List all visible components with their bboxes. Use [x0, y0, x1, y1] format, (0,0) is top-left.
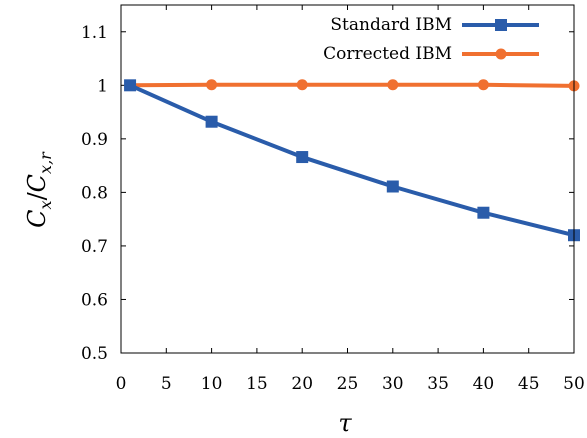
- data-point-standard-ibm: [296, 151, 309, 164]
- y-axis-label: Cx/Cx,r: [23, 151, 55, 228]
- x-tick-label: 20: [291, 374, 313, 394]
- data-point-corrected-ibm: [387, 79, 399, 91]
- x-tick-label: 50: [563, 374, 585, 394]
- y-tick-label: 1: [97, 76, 108, 96]
- data-point-corrected-ibm: [296, 79, 308, 91]
- plot-series: [124, 79, 580, 242]
- y-tick-label: 0.9: [81, 130, 108, 150]
- x-tick-label: 25: [337, 374, 359, 394]
- y-tick-label: 0.8: [81, 183, 108, 203]
- x-tick-label: 5: [161, 374, 172, 394]
- data-point-standard-ibm: [477, 206, 490, 219]
- tick-labels: 0 5 10 15 20 25 30 35 40 45 50 0.5 0.6 0.7 0.8 0.9 1 1.1: [81, 23, 585, 394]
- legend-entry-corrected-ibm: Corrected IBM: [323, 44, 539, 64]
- x-tick-label: 15: [246, 374, 268, 394]
- x-tick-label: 30: [382, 374, 404, 394]
- series-line-standard-ibm: [129, 83, 575, 238]
- x-tick-label: 40: [473, 374, 495, 394]
- y-label-den-sub: x,r: [36, 151, 55, 174]
- y-label-num-sub: x: [36, 200, 55, 209]
- legend-marker-corrected-ibm: [495, 48, 507, 60]
- x-tick-label: 35: [427, 374, 449, 394]
- plot-frame: [120, 4, 575, 354]
- series-line-corrected-ibm: [130, 82, 575, 88]
- legend-entry-standard-ibm: Standard IBM: [330, 15, 539, 35]
- data-point-corrected-ibm: [477, 79, 489, 91]
- y-tick-label: 0.5: [81, 344, 108, 364]
- legend-marker-standard-ibm: [495, 19, 507, 31]
- legend-label-corrected-ibm: Corrected IBM: [323, 44, 452, 64]
- y-label-num-base: C: [23, 209, 51, 227]
- x-tick-label: 10: [201, 374, 223, 394]
- legend: Standard IBM Corrected IBM: [323, 15, 539, 64]
- data-point-standard-ibm: [386, 180, 399, 193]
- y-tick-label: 1.1: [81, 23, 108, 43]
- data-point-standard-ibm: [124, 79, 137, 92]
- x-tick-label: 0: [116, 374, 127, 394]
- y-label-sep: /: [23, 191, 51, 200]
- data-point-standard-ibm: [205, 115, 218, 128]
- x-tick-label: 45: [518, 374, 540, 394]
- legend-label-standard-ibm: Standard IBM: [330, 15, 452, 35]
- x-axis-label: τ: [338, 409, 352, 437]
- y-tick-label: 0.7: [81, 237, 108, 257]
- data-point-corrected-ibm: [206, 79, 218, 91]
- y-tick-label: 0.6: [81, 290, 108, 310]
- y-label-den-base: C: [23, 174, 51, 192]
